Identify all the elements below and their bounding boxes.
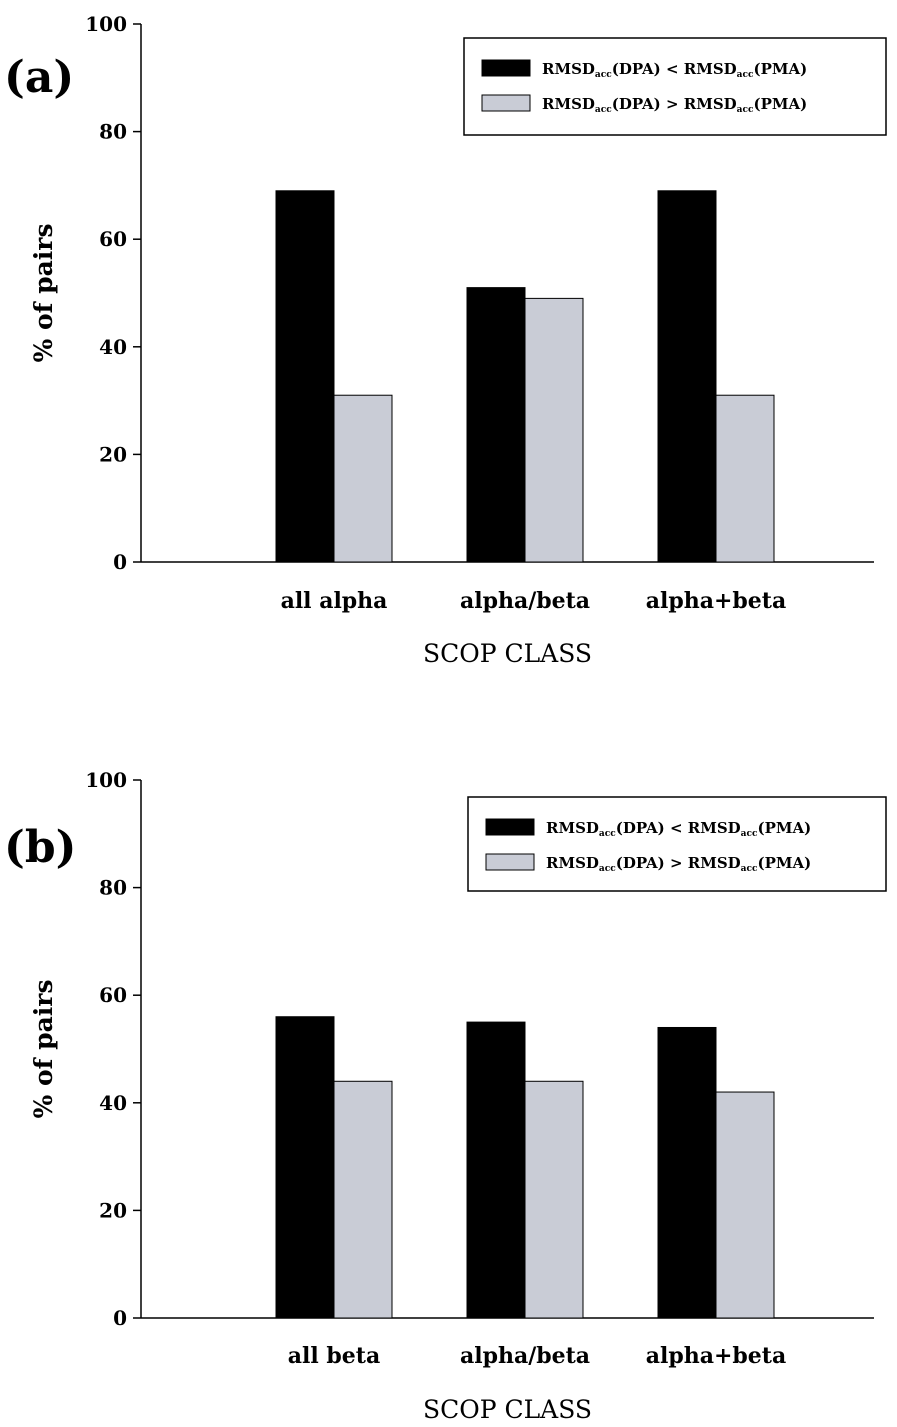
legend-box xyxy=(463,37,887,136)
y-tick-label: 0 xyxy=(113,550,127,574)
chart-panel-b: 0 20 40 60 80 100 all beta alpha/beta alpha+beta… xyxy=(4,768,887,1424)
y-tick-label: 100 xyxy=(85,12,127,36)
y-tick-label: 60 xyxy=(99,227,127,251)
x-category-label: alpha+beta xyxy=(646,588,786,614)
legend-entry-label: RMSDacc(DPA) < RMSDacc(PMA) xyxy=(546,819,811,839)
y-tick-label: 40 xyxy=(99,335,127,359)
y-tick-label: 100 xyxy=(85,768,127,792)
y-tick-label: 40 xyxy=(99,1091,127,1115)
x-axis-title: SCOP CLASS xyxy=(423,1395,592,1424)
bar-dpa-lt-pma-1 xyxy=(466,1021,526,1319)
y-tick-label: 20 xyxy=(99,442,127,466)
legend-swatch xyxy=(481,59,531,77)
panel-label: (b) xyxy=(4,822,76,873)
bar-dpa-lt-pma-0 xyxy=(275,190,335,563)
legend-entry-label: RMSDacc(DPA) < RMSDacc(PMA) xyxy=(542,60,807,80)
bar-dpa-lt-pma-0 xyxy=(275,1016,335,1319)
bar-dpa-lt-pma-2 xyxy=(657,1026,717,1319)
legend: RMSDacc(DPA) < RMSDacc(PMA) RMSDacc(DPA) … xyxy=(463,37,887,136)
legend-swatch xyxy=(485,853,535,871)
legend-box xyxy=(467,796,887,892)
bar-dpa-gt-pma-0 xyxy=(333,1080,393,1319)
legend-entry-label: RMSDacc(DPA) > RMSDacc(PMA) xyxy=(542,95,807,115)
legend-swatch xyxy=(485,818,535,836)
y-tick-label: 80 xyxy=(99,120,127,144)
x-axis-title: SCOP CLASS xyxy=(423,639,592,668)
y-tick-label: 0 xyxy=(113,1306,127,1330)
x-category-label: all beta xyxy=(288,1343,380,1369)
bar-dpa-gt-pma-0 xyxy=(333,394,393,563)
y-tick-label: 60 xyxy=(99,983,127,1007)
bar-dpa-lt-pma-2 xyxy=(657,190,717,563)
bar-dpa-gt-pma-1 xyxy=(524,1080,584,1319)
bar-dpa-lt-pma-1 xyxy=(466,287,526,563)
y-tick-label: 20 xyxy=(99,1198,127,1222)
panel-label: (a) xyxy=(4,52,74,103)
chart-panel-a: 0 20 40 60 80 100 all alpha alpha/beta alpha+bet… xyxy=(4,12,887,668)
bar-dpa-gt-pma-2 xyxy=(715,394,775,563)
y-tick-label: 80 xyxy=(99,876,127,900)
legend-swatch xyxy=(481,94,531,112)
x-category-label: alpha+beta xyxy=(646,1343,786,1369)
legend-entry-label: RMSDacc(DPA) > RMSDacc(PMA) xyxy=(546,854,811,874)
x-category-label: alpha/beta xyxy=(460,1343,590,1369)
legend: RMSDacc(DPA) < RMSDacc(PMA) RMSDacc(DPA) … xyxy=(467,796,887,892)
bar-dpa-gt-pma-1 xyxy=(524,297,584,563)
x-category-label: all alpha xyxy=(281,588,388,614)
y-axis-title: % of pairs xyxy=(29,223,58,362)
bar-dpa-gt-pma-2 xyxy=(715,1091,775,1319)
x-category-label: alpha/beta xyxy=(460,588,590,614)
y-axis-title: % of pairs xyxy=(29,979,58,1118)
